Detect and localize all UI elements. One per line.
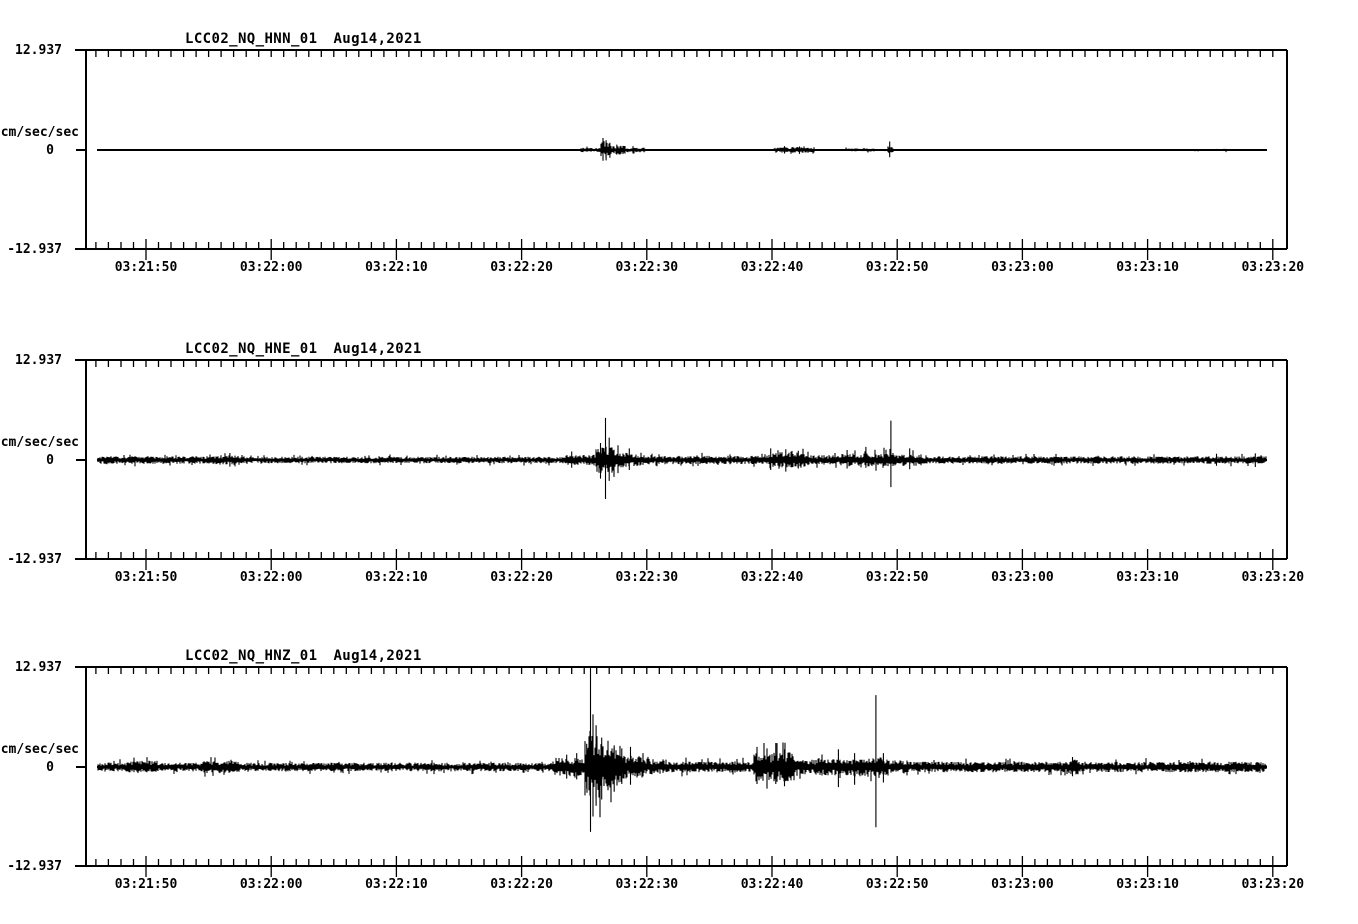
date-label: Aug14,2021 bbox=[333, 341, 422, 357]
y-min-label: -12.937 bbox=[7, 552, 62, 567]
y-max-label: 12.937 bbox=[15, 660, 62, 675]
y-unit-label: cm/sec/sec bbox=[0, 125, 79, 140]
x-tick-label: 03:23:20 bbox=[1241, 570, 1305, 585]
x-tick-label: 03:23:10 bbox=[1116, 877, 1179, 892]
bottom-axis-ticks bbox=[95, 239, 1274, 260]
x-tick-label: 03:22:00 bbox=[239, 877, 303, 892]
x-tick-label: 03:23:00 bbox=[991, 260, 1054, 275]
x-tick-label: 03:22:50 bbox=[865, 877, 929, 892]
bottom-axis-ticks bbox=[95, 856, 1274, 877]
bottom-axis-ticks bbox=[95, 549, 1274, 570]
station-channel-label: LCC02_NQ_HNN_01 bbox=[185, 31, 318, 47]
y-unit-label: cm/sec/sec bbox=[0, 435, 79, 450]
station-channel-label: LCC02_NQ_HNZ_01 bbox=[185, 648, 318, 664]
panel-title: LCC02_NQ_HNN_01 Aug14,2021 bbox=[185, 31, 422, 47]
seismogram-panel-hne: LCC02_NQ_HNE_01 Aug14,2021 12.937 cm/sec/… bbox=[0, 310, 1358, 610]
x-tick-label: 03:22:20 bbox=[490, 570, 553, 585]
y-max-label: 12.937 bbox=[15, 353, 62, 368]
x-tick-label: 03:22:30 bbox=[615, 260, 679, 275]
x-tick-label: 03:21:50 bbox=[114, 570, 178, 585]
x-tick-label: 03:22:30 bbox=[615, 570, 679, 585]
x-tick-label: 03:22:10 bbox=[365, 570, 428, 585]
x-tick-label: 03:22:20 bbox=[490, 260, 553, 275]
x-tick-label: 03:23:10 bbox=[1116, 260, 1179, 275]
x-tick-label: 03:21:50 bbox=[114, 260, 178, 275]
waveform-trace bbox=[97, 417, 1267, 499]
y-max-label: 12.937 bbox=[15, 43, 62, 58]
x-tick-label: 03:22:20 bbox=[490, 877, 553, 892]
x-tick-label: 03:22:00 bbox=[239, 570, 303, 585]
date-label: Aug14,2021 bbox=[333, 31, 422, 47]
x-axis-labels: 03:21:50 03:22:00 03:22:10 03:22:20 03:22:30… bbox=[0, 570, 1358, 588]
panel-title: LCC02_NQ_HNZ_01 Aug14,2021 bbox=[185, 648, 422, 664]
station-channel-label: LCC02_NQ_HNE_01 bbox=[185, 341, 318, 357]
y-unit-label: cm/sec/sec bbox=[0, 742, 79, 757]
x-tick-label: 03:22:40 bbox=[740, 877, 804, 892]
seismogram-panel-hnz: LCC02_NQ_HNZ_01 Aug14,2021 12.937 cm/sec/… bbox=[0, 617, 1358, 917]
y-min-label: -12.937 bbox=[7, 242, 62, 257]
waveform-plot-hne bbox=[75, 359, 1288, 570]
x-tick-label: 03:21:50 bbox=[114, 877, 178, 892]
axis-frame bbox=[75, 49, 1288, 250]
x-tick-label: 03:23:00 bbox=[991, 877, 1054, 892]
top-axis-ticks bbox=[95, 360, 1274, 367]
y-zero-label: 0 bbox=[46, 453, 54, 468]
axis-frame bbox=[75, 666, 1288, 867]
waveform-plot-hnn bbox=[75, 49, 1288, 260]
y-zero-label: 0 bbox=[46, 760, 54, 775]
top-axis-ticks bbox=[95, 50, 1274, 57]
x-tick-label: 03:22:50 bbox=[865, 570, 929, 585]
date-label: Aug14,2021 bbox=[333, 648, 422, 664]
x-axis-labels: 03:21:50 03:22:00 03:22:10 03:22:20 03:22:30… bbox=[0, 260, 1358, 278]
x-tick-label: 03:22:50 bbox=[865, 260, 929, 275]
x-tick-label: 03:22:00 bbox=[239, 260, 303, 275]
waveform-trace bbox=[97, 668, 1267, 832]
seismogram-panel-hnn: LCC02_NQ_HNN_01 Aug14,2021 12.937 cm/sec/… bbox=[0, 0, 1358, 300]
x-tick-label: 03:22:10 bbox=[365, 877, 428, 892]
x-tick-label: 03:23:20 bbox=[1241, 877, 1305, 892]
x-tick-label: 03:23:20 bbox=[1241, 260, 1305, 275]
x-axis-labels: 03:21:50 03:22:00 03:22:10 03:22:20 03:22:30… bbox=[0, 877, 1358, 895]
x-tick-label: 03:23:10 bbox=[1116, 570, 1179, 585]
x-tick-label: 03:22:10 bbox=[365, 260, 428, 275]
y-zero-label: 0 bbox=[46, 143, 54, 158]
y-min-label: -12.937 bbox=[7, 859, 62, 874]
x-tick-label: 03:22:30 bbox=[615, 877, 679, 892]
top-axis-ticks bbox=[95, 667, 1274, 674]
x-tick-label: 03:23:00 bbox=[991, 570, 1054, 585]
panel-title: LCC02_NQ_HNE_01 Aug14,2021 bbox=[185, 341, 422, 357]
waveform-trace bbox=[101, 138, 1267, 161]
x-tick-label: 03:22:40 bbox=[740, 570, 804, 585]
axis-frame bbox=[75, 359, 1288, 560]
waveform-plot-hnz bbox=[75, 666, 1288, 877]
x-tick-label: 03:22:40 bbox=[740, 260, 804, 275]
